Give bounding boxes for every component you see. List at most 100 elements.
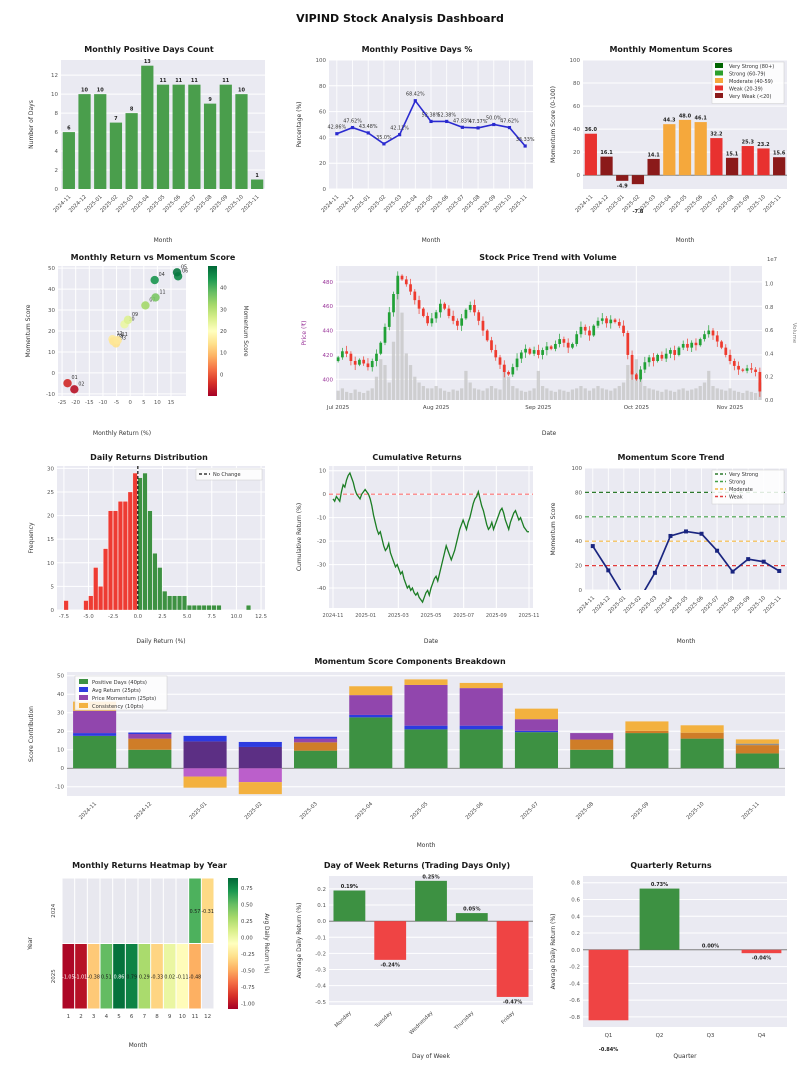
svg-text:Thursday: Thursday bbox=[453, 1010, 475, 1032]
svg-text:50: 50 bbox=[48, 266, 55, 272]
svg-text:Q3: Q3 bbox=[707, 1033, 715, 1039]
svg-text:Frequency: Frequency bbox=[28, 522, 35, 553]
svg-text:2025-03: 2025-03 bbox=[299, 801, 319, 821]
chart-quarterly-returns: 0.8 0.6 0.4 0.2 0.0 -0.2 -0.4 -0.6 -0.8 -0.84% 0.7… bbox=[547, 856, 795, 1061]
svg-text:Wednesday: Wednesday bbox=[408, 1010, 434, 1036]
svg-text:Aug 2025: Aug 2025 bbox=[423, 405, 450, 411]
svg-text:47.83%: 47.83% bbox=[453, 118, 472, 124]
svg-text:23.2: 23.2 bbox=[757, 142, 770, 148]
svg-text:0.4: 0.4 bbox=[765, 351, 774, 357]
svg-text:0: 0 bbox=[323, 492, 327, 498]
svg-text:02: 02 bbox=[78, 381, 84, 387]
svg-text:15: 15 bbox=[47, 537, 54, 543]
svg-text:07: 07 bbox=[149, 297, 155, 303]
svg-text:Jul 2025: Jul 2025 bbox=[326, 405, 350, 411]
svg-text:10: 10 bbox=[319, 469, 326, 475]
svg-text:30: 30 bbox=[57, 711, 64, 717]
svg-text:0.05%: 0.05% bbox=[463, 907, 480, 913]
svg-text:42.11%: 42.11% bbox=[390, 126, 409, 132]
svg-text:09: 09 bbox=[132, 312, 138, 318]
svg-text:80: 80 bbox=[573, 81, 580, 87]
svg-text:10: 10 bbox=[220, 351, 227, 357]
svg-text:2025-07: 2025-07 bbox=[520, 801, 540, 821]
svg-text:0.19%: 0.19% bbox=[341, 884, 358, 890]
svg-text:2025-08: 2025-08 bbox=[575, 801, 595, 821]
svg-text:-0.24%: -0.24% bbox=[380, 962, 399, 968]
svg-text:Friday: Friday bbox=[500, 1010, 516, 1026]
svg-text:-7.8: -7.8 bbox=[632, 209, 643, 215]
svg-text:Q2: Q2 bbox=[656, 1033, 664, 1039]
svg-text:Momentum Score (0-100): Momentum Score (0-100) bbox=[550, 86, 557, 163]
svg-text:10: 10 bbox=[81, 88, 88, 94]
svg-text:0.2: 0.2 bbox=[765, 375, 773, 381]
svg-text:Monthly Positive Days %: Monthly Positive Days % bbox=[362, 45, 473, 54]
monthly-positive-days-pct-svg: 02040608010042.86%47.62%43.48%35.0%42.11… bbox=[296, 45, 535, 244]
svg-text:Day of Week Returns (Trading D: Day of Week Returns (Trading Days Only) bbox=[324, 861, 510, 870]
svg-text:-0.4: -0.4 bbox=[315, 984, 326, 990]
svg-text:Positive Days (40pts): Positive Days (40pts) bbox=[92, 680, 147, 686]
svg-text:Cumulative Returns: Cumulative Returns bbox=[372, 453, 461, 462]
svg-text:15.6: 15.6 bbox=[773, 151, 786, 157]
svg-text:0.00: 0.00 bbox=[241, 936, 253, 942]
svg-text:0.02: 0.02 bbox=[164, 974, 175, 980]
svg-text:Q1: Q1 bbox=[605, 1033, 613, 1039]
svg-text:460: 460 bbox=[323, 304, 334, 310]
svg-text:Daily Return (%): Daily Return (%) bbox=[136, 638, 185, 645]
chart-monthly-returns-heatmap: 0.57 -0.31 -1.05 -1.01 -0.38 0.51 0.86 0.79 0.29… bbox=[22, 856, 277, 1061]
svg-text:11: 11 bbox=[159, 289, 165, 295]
svg-text:Cumulative Return (%): Cumulative Return (%) bbox=[296, 503, 303, 571]
svg-text:12: 12 bbox=[51, 73, 58, 79]
monthly-momentum-scores-svg: 0 20 40 60 80 100 36.0 16.1 -4.9 -7.8 14.1 44.348.0… bbox=[550, 45, 787, 244]
svg-text:100: 100 bbox=[570, 58, 581, 64]
svg-text:Avg Return (25pts): Avg Return (25pts) bbox=[92, 688, 141, 694]
svg-text:80: 80 bbox=[319, 84, 326, 90]
svg-text:Momentum Score: Momentum Score bbox=[550, 502, 557, 555]
svg-text:Average Daily Return (%): Average Daily Return (%) bbox=[296, 903, 303, 979]
svg-text:0.2: 0.2 bbox=[317, 887, 326, 893]
svg-text:-0.75: -0.75 bbox=[241, 985, 255, 991]
svg-text:-0.04%: -0.04% bbox=[752, 956, 771, 962]
svg-text:Oct 2025: Oct 2025 bbox=[624, 405, 650, 411]
svg-text:-0.2: -0.2 bbox=[569, 965, 580, 971]
svg-text:0.6: 0.6 bbox=[571, 897, 580, 903]
svg-text:35.0%: 35.0% bbox=[376, 135, 392, 141]
svg-text:-0.2: -0.2 bbox=[315, 951, 326, 957]
svg-text:Strong (60-79): Strong (60-79) bbox=[729, 72, 766, 78]
svg-text:-7.5: -7.5 bbox=[59, 614, 69, 620]
svg-text:40: 40 bbox=[57, 692, 64, 698]
day-of-week-returns-svg: 0.2 0.1 0.0 -0.1 -0.2 -0.3 -0.4 -0.5 0.19% -0.24%… bbox=[296, 861, 533, 1060]
svg-text:Nov 2025: Nov 2025 bbox=[717, 405, 744, 411]
svg-text:0.0: 0.0 bbox=[317, 919, 326, 925]
svg-text:2024-12: 2024-12 bbox=[133, 801, 153, 821]
chart-monthly-momentum-scores: 0 20 40 60 80 100 36.0 16.1 -4.9 -7.8 14.1 44.3 48.0… bbox=[547, 40, 795, 245]
svg-text:11: 11 bbox=[222, 78, 229, 84]
svg-text:0: 0 bbox=[52, 371, 56, 377]
svg-text:30: 30 bbox=[47, 466, 54, 472]
svg-text:-1.01: -1.01 bbox=[75, 974, 87, 980]
svg-text:0: 0 bbox=[323, 187, 327, 193]
svg-text:0: 0 bbox=[128, 400, 132, 406]
svg-text:10: 10 bbox=[57, 748, 64, 754]
svg-text:20: 20 bbox=[575, 564, 582, 570]
svg-text:Volume: Volume bbox=[791, 323, 797, 344]
svg-text:1: 1 bbox=[255, 173, 259, 179]
svg-text:50.0%: 50.0% bbox=[486, 116, 502, 122]
svg-text:47.62%: 47.62% bbox=[500, 119, 519, 125]
svg-text:3: 3 bbox=[92, 1014, 96, 1020]
svg-text:Momentum Score: Momentum Score bbox=[25, 304, 32, 357]
svg-text:-0.38: -0.38 bbox=[87, 974, 99, 980]
svg-text:-10: -10 bbox=[99, 400, 108, 406]
svg-text:-20: -20 bbox=[317, 539, 326, 545]
svg-text:46.1: 46.1 bbox=[695, 116, 708, 122]
svg-text:0.86: 0.86 bbox=[114, 974, 125, 980]
svg-text:480: 480 bbox=[323, 280, 334, 286]
svg-text:25: 25 bbox=[47, 490, 54, 496]
svg-text:7: 7 bbox=[114, 116, 118, 122]
svg-text:7: 7 bbox=[143, 1014, 147, 1020]
svg-text:Year: Year bbox=[27, 937, 34, 951]
chart-price-volume-candlestick: 400 420 440 460 480 Jul 2025 Aug 2025 Sep 2025 O… bbox=[298, 248, 798, 438]
svg-text:-0.4: -0.4 bbox=[569, 981, 580, 987]
svg-text:20: 20 bbox=[220, 329, 227, 335]
